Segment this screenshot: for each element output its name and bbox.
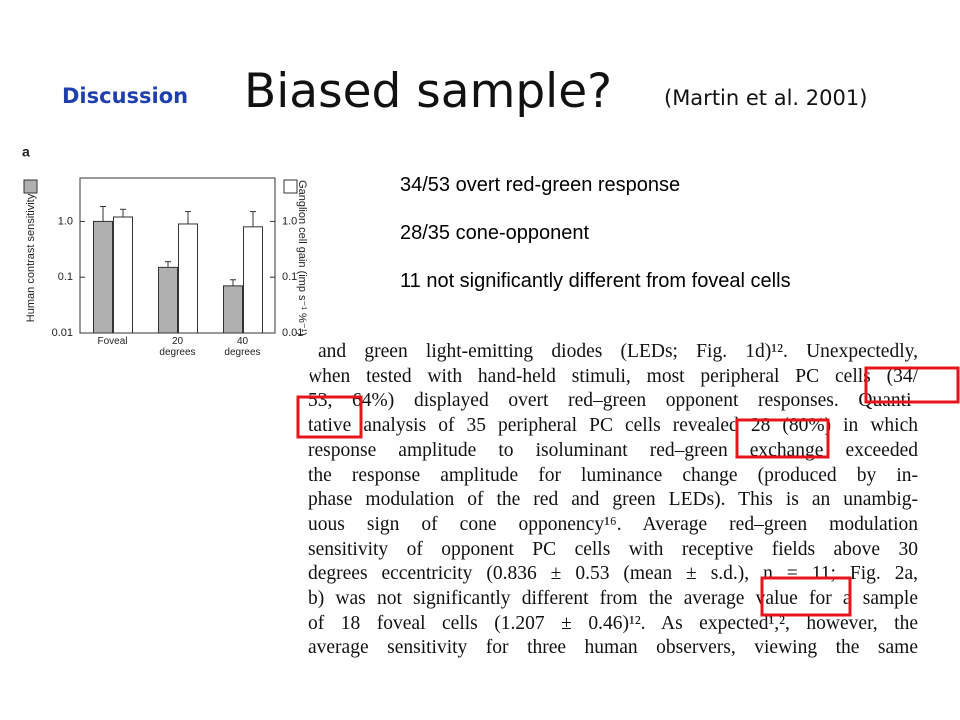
slide-title: Biased sample? [244, 64, 613, 119]
excerpt-line: 53, 64%) displayed overt red–green oppon… [308, 390, 918, 412]
excerpt-line: uous sign of cone opponency¹⁶. Average r… [308, 513, 918, 535]
tick-label: 1.0 [282, 215, 297, 227]
excerpt-line: the response amplitude for luminance cha… [308, 464, 918, 486]
tick-label: 1.0 [58, 215, 73, 227]
bullet: 28/35 cone-opponent [400, 222, 590, 244]
highlight-box [296, 395, 363, 439]
error-bar [250, 211, 256, 227]
bullet: 11 not significantly different from fove… [400, 270, 791, 292]
bar [243, 226, 263, 334]
error-bar [230, 279, 236, 286]
excerpt-line: average sensitivity for three human obse… [308, 637, 918, 659]
bullet: 34/53 overt red-green response [400, 174, 681, 196]
x-tick-label: 40 degrees [224, 336, 261, 358]
tick-label: 0.01 [282, 327, 303, 339]
excerpt-line: of 18 foveal cells (1.207 ± 0.46)¹². As … [308, 612, 918, 634]
citation: (Martin et al. 2001) [664, 86, 868, 110]
highlight-box [760, 576, 852, 617]
excerpt-line: phase modulation of the red and green LE… [308, 489, 918, 511]
error-bar [185, 211, 191, 224]
tick-label: 0.1 [282, 271, 297, 283]
excerpt-line: b) was not significantly different from … [308, 588, 918, 609]
excerpt-line: when tested with hand-held stimuli, most… [308, 365, 918, 387]
error-bar [100, 206, 106, 222]
excerpt-line: and green light-emitting diodes (LEDs; F… [318, 341, 918, 362]
x-tick-label-box: 20 degrees [159, 336, 196, 358]
bar [223, 285, 243, 334]
y-axis-title: Human contrast sensitivity [25, 193, 37, 322]
panel-label: a [22, 144, 30, 160]
bar [93, 220, 113, 334]
bar [113, 216, 133, 334]
bar [178, 223, 198, 334]
x-tick-label: Foveal [97, 336, 128, 347]
error-bar [120, 208, 126, 217]
x-tick-label: 20 degrees [159, 336, 196, 358]
section-label: Discussion [62, 84, 189, 108]
bar [158, 266, 178, 334]
x-tick-label-box: Foveal [97, 336, 128, 347]
highlight-box [864, 366, 960, 404]
legend-swatch [23, 179, 38, 194]
tick-label: 0.01 [52, 327, 73, 339]
legend-swatch [283, 179, 298, 194]
excerpt-line: sensitivity of opponent PC cells with re… [308, 538, 918, 560]
highlight-box [735, 418, 830, 459]
x-tick-label-box: 40 degrees [224, 336, 261, 358]
tick-label: 0.1 [58, 271, 73, 283]
y2-axis-title: Ganglion cell gain (imp s⁻¹ %⁻¹) [296, 180, 308, 336]
error-bar [165, 261, 171, 268]
